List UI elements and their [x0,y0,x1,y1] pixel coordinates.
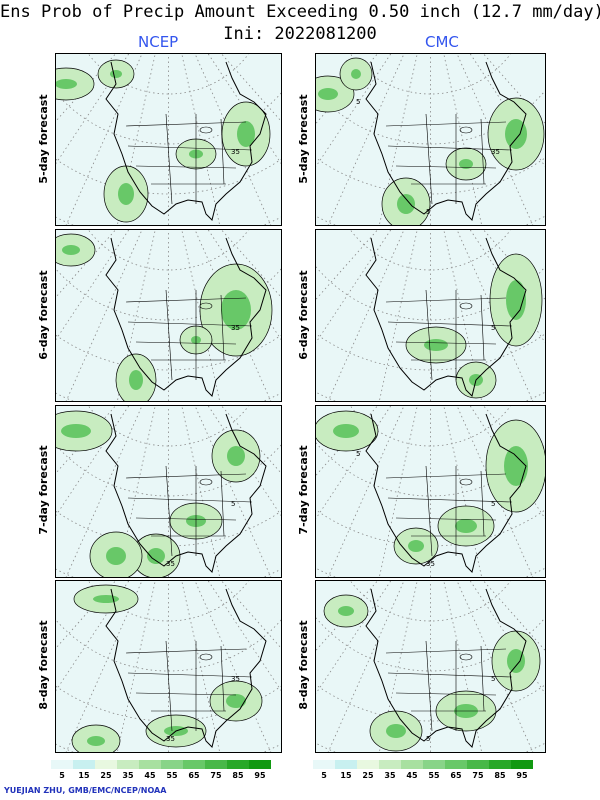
map-canvas: 35 35 [56,581,281,752]
map-panel-ncep-6day: 35 [55,229,282,402]
contour-label: 35 [231,675,240,683]
color-swatch [379,760,401,769]
color-swatch [227,760,249,769]
color-scale-label: 45 [406,771,418,780]
contour-label: 35 [166,735,175,743]
color-scale-label: 45 [144,771,156,780]
row-label-8day-cmc: 8-day forecast [297,620,310,710]
color-swatch [73,760,95,769]
map-panel-ncep-8day: 35 35 [55,580,282,753]
map-panel-ncep-7day: 5 35 [55,405,282,578]
color-scale-label: 75 [210,771,222,780]
contour-label: 5 [491,324,495,332]
map-panel-cmc-5day: 35 5 5 [315,53,546,226]
color-swatch [117,760,139,769]
contour-label: 35 [491,148,500,156]
contour-label: 5 [426,735,430,743]
color-swatch [205,760,227,769]
map-title: Ens Prob of Precip Amount Exceeding 0.50… [0,2,600,22]
color-swatch [357,760,379,769]
color-scale-cmc [313,760,533,769]
credit-text: YUEJIAN ZHU, GMB/EMC/NCEP/NOAA [4,786,167,795]
color-scale-label: 95 [254,771,266,780]
map-panel-cmc-6day: 5 [315,229,546,402]
map-canvas: 5 35 [56,406,281,577]
color-scale-label: 15 [340,771,352,780]
map-canvas: 55 [316,581,545,752]
contour-label: 5 [231,500,235,508]
color-scale-label: 35 [384,771,396,780]
color-swatch [95,760,117,769]
contour-label: 35 [166,560,175,568]
color-scale-label: 55 [166,771,178,780]
color-swatch [489,760,511,769]
color-swatch [335,760,357,769]
color-swatch [445,760,467,769]
contour-label: 5 [426,208,430,216]
contour-label: 5 [491,675,495,683]
column-label-ncep: NCEP [138,33,179,51]
row-label-5day-cmc: 5-day forecast [297,94,310,184]
color-scale-label: 65 [188,771,200,780]
map-canvas: 35 [56,230,281,401]
color-scale-ncep [51,760,271,769]
color-swatch [313,760,335,769]
contour-label: 35 [231,324,240,332]
contour-label: 35 [231,148,240,156]
color-swatch [139,760,161,769]
row-label-6day-cmc: 6-day forecast [297,270,310,360]
color-scale-label: 25 [100,771,112,780]
map-canvas: 35 [56,54,281,225]
map-panel-ncep-5day: 35 [55,53,282,226]
color-swatch [51,760,73,769]
color-scale-label: 75 [472,771,484,780]
color-swatch [467,760,489,769]
color-scale-label: 5 [59,771,65,780]
color-scale-label: 55 [428,771,440,780]
color-swatch [183,760,205,769]
column-label-cmc: CMC [425,33,459,51]
color-scale-label: 65 [450,771,462,780]
init-time: Ini: 2022081200 [223,24,377,44]
color-scale-label: 85 [232,771,244,780]
row-label-5day: 5-day forecast [37,94,50,184]
color-scale-label: 95 [516,771,528,780]
contour-label: 5 [491,500,495,508]
color-scale-label: 5 [321,771,327,780]
contour-label: 5 [356,450,360,458]
map-panel-cmc-7day: 5 35 5 [315,405,546,578]
color-swatch [401,760,423,769]
row-label-8day: 8-day forecast [37,620,50,710]
row-label-6day: 6-day forecast [37,270,50,360]
contour-label: 5 [356,98,360,106]
color-swatch [423,760,445,769]
color-swatch [161,760,183,769]
color-scale-label: 15 [78,771,90,780]
color-swatch [249,760,271,769]
map-canvas: 5 35 5 [316,406,545,577]
map-canvas: 35 5 5 [316,54,545,225]
row-label-7day: 7-day forecast [37,445,50,535]
contour-label: 35 [426,560,435,568]
color-swatch [511,760,533,769]
color-scale-label: 25 [362,771,374,780]
color-scale-label: 85 [494,771,506,780]
map-canvas: 5 [316,230,545,401]
row-label-7day-cmc: 7-day forecast [297,445,310,535]
color-scale-label: 35 [122,771,134,780]
